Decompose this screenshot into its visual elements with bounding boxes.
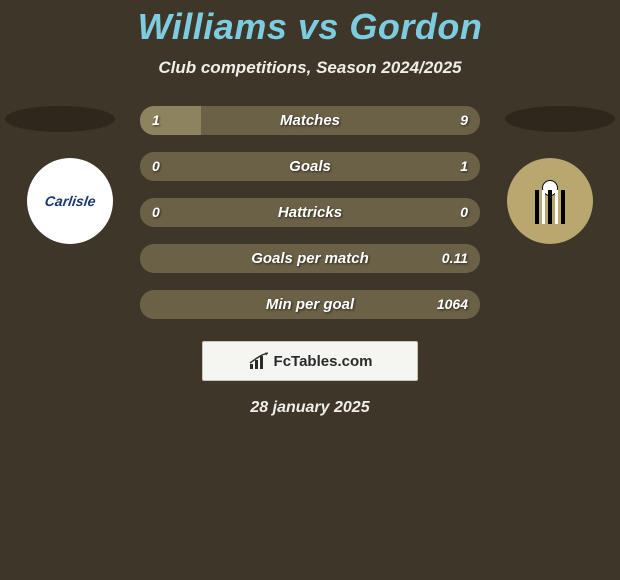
stat-row-goals-per-match: Goals per match 0.11 (140, 244, 480, 273)
shadow-right (505, 106, 615, 132)
stat-row-matches: 1 Matches 9 (140, 106, 480, 135)
stat-value-right: 0 (460, 198, 468, 227)
comparison-widget: Williams vs Gordon Club competitions, Se… (0, 0, 620, 580)
stat-label: Hattricks (140, 198, 480, 227)
shadow-left (5, 106, 115, 132)
stat-row-hattricks: 0 Hattricks 0 (140, 198, 480, 227)
team-badge-left: Carlisle (27, 158, 113, 244)
date-label: 28 january 2025 (0, 399, 620, 417)
stat-value-right: 1 (460, 152, 468, 181)
stat-label: Goals per match (140, 244, 480, 273)
subtitle: Club competitions, Season 2024/2025 (0, 58, 620, 78)
stats-rows: 1 Matches 9 0 Goals 1 0 Hattricks 0 Goal… (140, 106, 480, 319)
stat-label: Min per goal (140, 290, 480, 319)
team-left-label: Carlisle (44, 193, 97, 209)
crest-stripes-icon (535, 190, 565, 224)
chart-icon (248, 352, 270, 370)
stats-section: Carlisle 1 Matches 9 0 Goals 1 (0, 106, 620, 319)
stat-row-min-per-goal: Min per goal 1064 (140, 290, 480, 319)
stat-row-goals: 0 Goals 1 (140, 152, 480, 181)
stat-label: Matches (140, 106, 480, 135)
stat-value-right: 0.11 (442, 244, 468, 273)
source-label: FcTables.com (274, 353, 373, 370)
team-badge-right (507, 158, 593, 244)
source-badge: FcTables.com (202, 341, 418, 381)
stat-label: Goals (140, 152, 480, 181)
stat-value-right: 9 (460, 106, 468, 135)
page-title: Williams vs Gordon (0, 0, 620, 48)
stat-value-right: 1064 (437, 290, 468, 319)
team-right-crest (515, 166, 585, 236)
